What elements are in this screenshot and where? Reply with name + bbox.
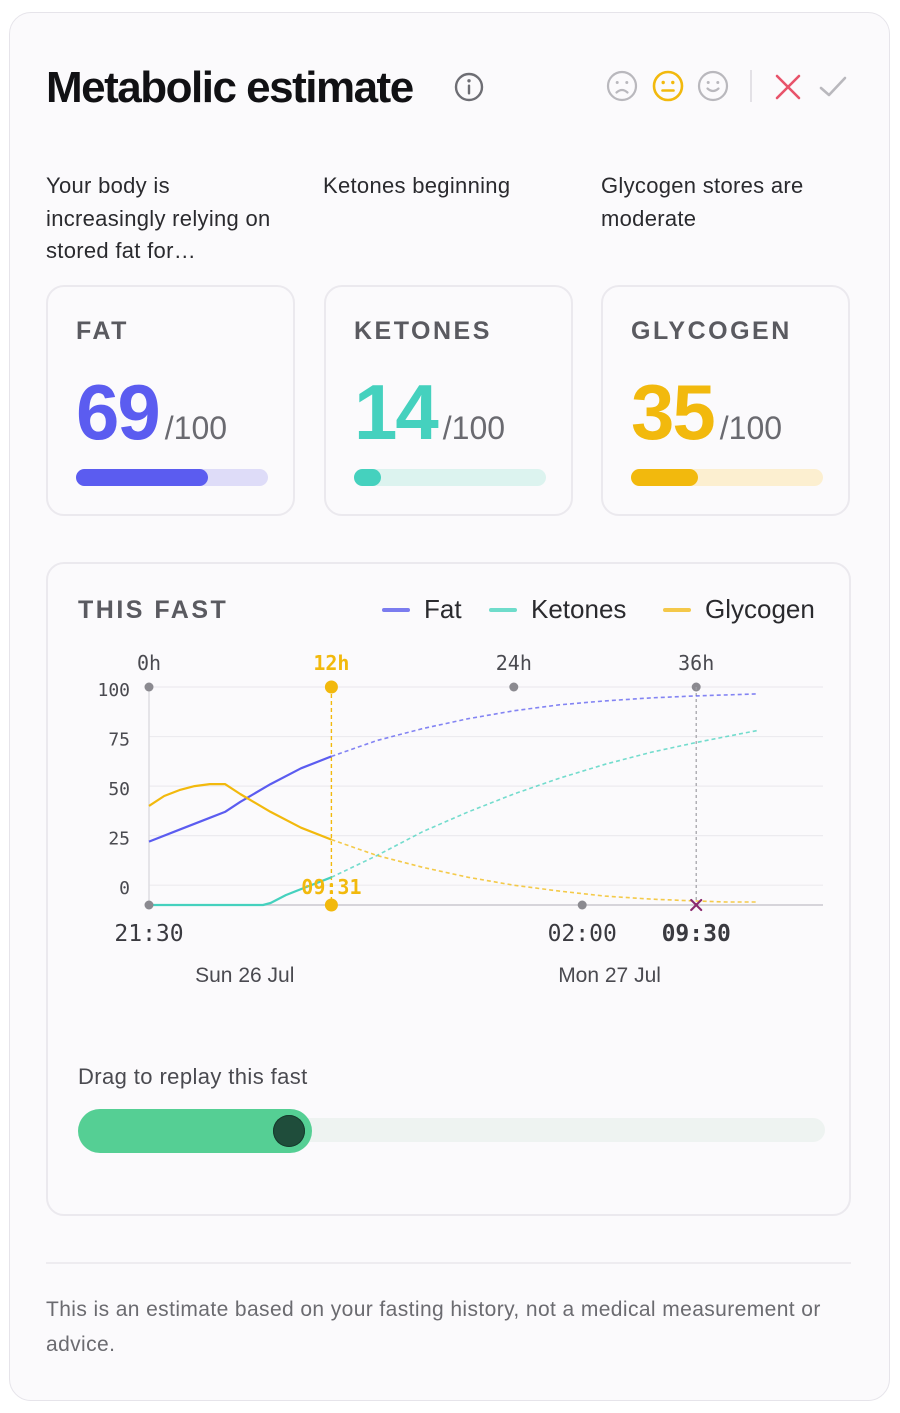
start-dot xyxy=(144,900,154,910)
time-tick-dot xyxy=(577,900,587,910)
legend-label: Ketones xyxy=(531,594,627,624)
fast-chart: 100 75 50 25 0 0h 12h 24h 36h 09:31 21:30 02:00 09:3… xyxy=(97,651,823,987)
legend-swatch xyxy=(489,607,517,612)
end-marker-icon xyxy=(690,898,703,912)
footer-divider xyxy=(46,1262,851,1264)
hour-tick-label: 0h xyxy=(137,651,161,675)
series-projection-ketones xyxy=(331,729,758,879)
this-fast-title: THIS FAST xyxy=(78,596,229,624)
time-tick-label: 09:30 xyxy=(662,921,731,947)
hour-tick-dot xyxy=(144,682,154,692)
neutral-face-icon[interactable] xyxy=(652,70,684,102)
legend-item-ketones: Ketones xyxy=(489,594,626,625)
time-tick-label: 02:00 xyxy=(548,921,617,947)
metric-bar-fill xyxy=(354,469,381,486)
legend-item-fat: Fat xyxy=(382,594,462,625)
info-icon[interactable] xyxy=(453,71,485,103)
date-label: Mon 27 Jul xyxy=(558,964,661,987)
metric-max: /100 xyxy=(164,410,228,446)
metric-value: 14/100 xyxy=(354,367,505,473)
hour-tick-label: 24h xyxy=(496,651,532,675)
y-tick-label: 0 xyxy=(119,878,130,899)
hour-tick-label: 36h xyxy=(678,651,714,675)
current-marker-label: 09:31 xyxy=(301,875,361,899)
metric-value: 35/100 xyxy=(631,367,782,473)
glycogen-description: Glycogen stores are moderate xyxy=(601,173,804,231)
series-line-ketones xyxy=(149,876,332,907)
metric-max: /100 xyxy=(442,410,506,446)
date-label: Sun 26 Jul xyxy=(195,964,294,987)
ketones-description: Ketones beginning xyxy=(323,173,511,198)
y-tick-label: 75 xyxy=(108,730,130,751)
metric-bar xyxy=(76,469,268,486)
disclaimer-text: This is an estimate based on your fastin… xyxy=(46,1298,821,1356)
glycogen-metric-card: GLYCOGEN 35/100 xyxy=(601,285,850,516)
metric-score: 14 xyxy=(354,368,439,456)
metric-bar xyxy=(631,469,823,486)
metric-score: 69 xyxy=(76,368,161,456)
metric-bar xyxy=(354,469,546,486)
metric-bar-fill xyxy=(631,469,699,486)
legend-label: Fat xyxy=(424,594,462,624)
legend-item-glycogen: Glycogen xyxy=(663,594,815,625)
legend-label: Glycogen xyxy=(705,594,815,624)
happy-face-icon[interactable] xyxy=(697,70,729,102)
hour-tick-label: 12h xyxy=(313,651,349,675)
metric-label: GLYCOGEN xyxy=(631,317,792,345)
header-divider xyxy=(750,70,752,102)
metric-bar-fill xyxy=(76,469,209,486)
legend-swatch xyxy=(663,607,691,612)
close-icon[interactable] xyxy=(772,71,804,103)
fat-metric-card: FAT 69/100 xyxy=(46,285,295,516)
replay-slider-thumb[interactable] xyxy=(272,1115,305,1147)
y-tick-label: 50 xyxy=(108,779,130,800)
metric-label: KETONES xyxy=(354,317,492,345)
series-line-glycogen xyxy=(148,783,332,841)
legend-swatch xyxy=(382,607,410,612)
ketones-metric-card: KETONES 14/100 xyxy=(324,285,573,516)
check-icon[interactable] xyxy=(816,71,850,103)
this-fast-panel: THIS FAST Fat Ketones Glycogen 100 75 50 25… xyxy=(46,562,851,1216)
sad-face-icon[interactable] xyxy=(606,70,638,102)
metric-label: FAT xyxy=(76,317,129,345)
current-marker-dot xyxy=(324,898,338,912)
fat-description: Your body is increasingly relying on sto… xyxy=(46,173,271,263)
slider-label: Drag to replay this fast xyxy=(78,1064,308,1089)
series-projection-fat xyxy=(331,693,758,758)
y-tick-label: 25 xyxy=(108,829,130,850)
time-tick-label: 21:30 xyxy=(114,921,183,947)
end-marker-stroke xyxy=(690,898,703,912)
hour-tick-dot xyxy=(509,682,519,692)
series-projection-glycogen xyxy=(331,838,757,903)
page-title: Metabolic estimate xyxy=(46,63,414,112)
metric-value: 69/100 xyxy=(76,367,227,473)
metric-max: /100 xyxy=(719,410,783,446)
y-tick-label: 100 xyxy=(97,680,130,701)
series-line-fat xyxy=(148,755,332,843)
metric-score: 35 xyxy=(631,368,716,456)
